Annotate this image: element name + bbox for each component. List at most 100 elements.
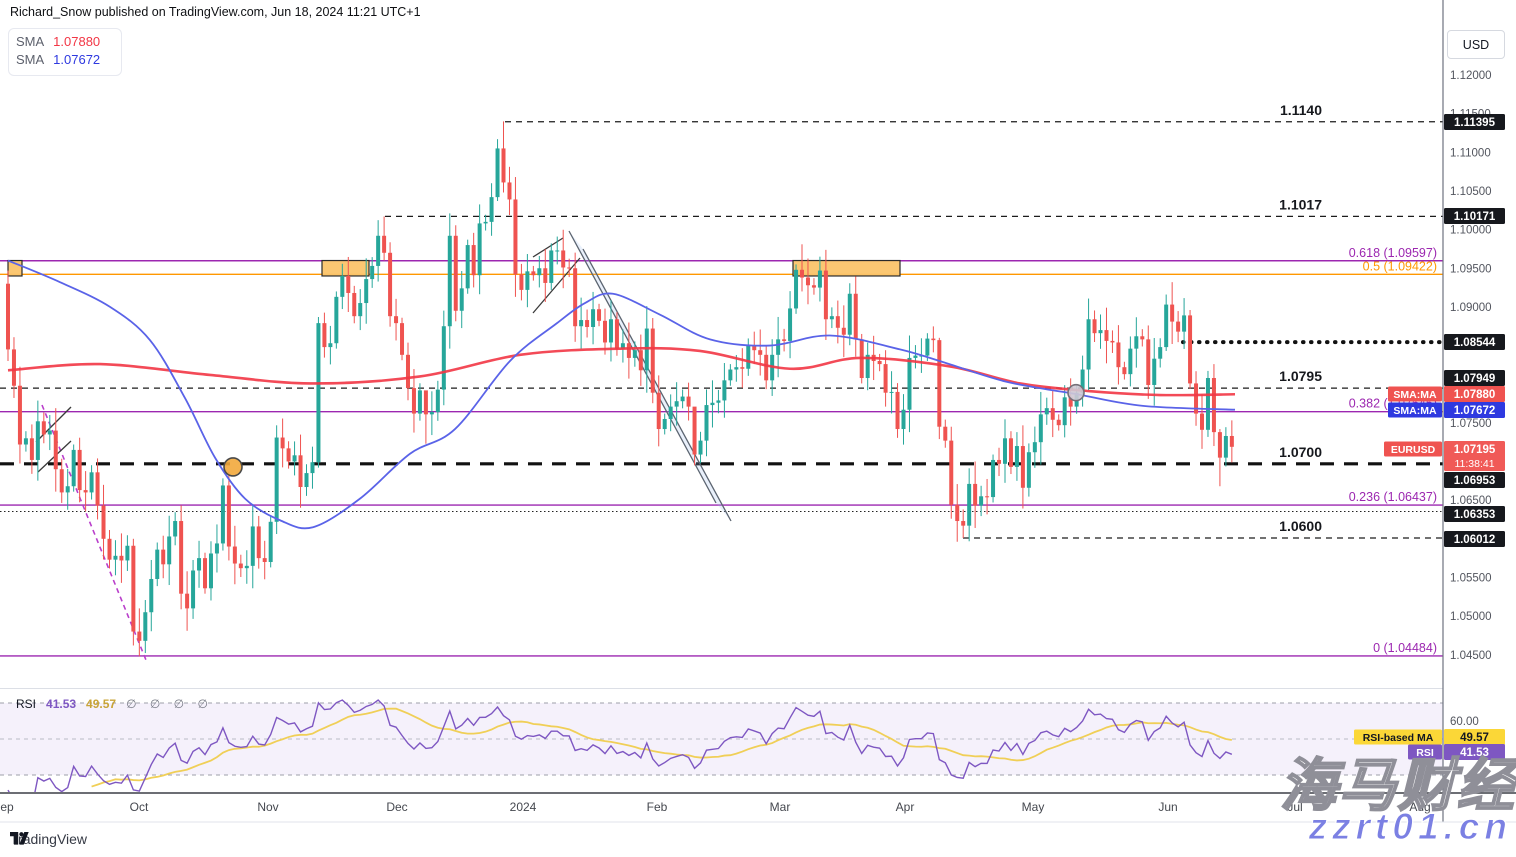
indicator-legend[interactable]: SMA 1.07880 SMA 1.07672 — [16, 33, 100, 69]
svg-text:1.07672: 1.07672 — [1454, 405, 1496, 417]
candle-body — [382, 235, 387, 253]
time-axis-label[interactable]: Sep — [0, 800, 14, 814]
svg-text:1.07949: 1.07949 — [1454, 373, 1496, 385]
time-axis-label[interactable]: 2024 — [510, 800, 537, 814]
candle-body — [865, 354, 870, 379]
candle-body — [203, 558, 208, 589]
candle-body — [531, 271, 536, 276]
candle-body — [71, 449, 76, 487]
candle-body — [800, 269, 805, 278]
currency-unit-button[interactable]: USD — [1447, 30, 1505, 59]
candle-body — [244, 565, 249, 569]
candle-body — [776, 339, 781, 355]
candle-body — [1026, 452, 1031, 488]
candle-body — [710, 402, 715, 406]
trendline — [41, 404, 147, 661]
level-label: 1.0600 — [1279, 518, 1322, 534]
candle-body — [65, 486, 70, 493]
time-axis-label[interactable]: Nov — [257, 800, 278, 814]
candle-body — [113, 555, 118, 560]
candle-body — [877, 361, 882, 365]
rsi-legend[interactable]: RSI 41.53 49.57 ∅ ∅ ∅ ∅ — [16, 697, 213, 711]
axis-badge: 1.06012 — [1444, 531, 1505, 547]
candle-body — [507, 182, 512, 200]
candle-body — [328, 343, 333, 348]
candle-body — [997, 459, 1002, 464]
svg-text:1.07195: 1.07195 — [1454, 444, 1496, 456]
supply-zone-box — [321, 259, 370, 277]
candle-body — [662, 418, 667, 430]
candle-body — [1008, 438, 1013, 467]
candle-body — [185, 593, 190, 609]
candle-body — [441, 326, 446, 390]
time-axis-label[interactable]: Feb — [647, 800, 668, 814]
sma-fast-line — [7, 259, 1236, 530]
candle-body — [674, 401, 679, 407]
svg-text:1.11395: 1.11395 — [1454, 117, 1496, 129]
time-axis-label[interactable]: May — [1022, 800, 1045, 814]
candle-body — [346, 275, 351, 293]
candle-body — [597, 309, 602, 321]
axis-chip: RSI-based MA — [1354, 729, 1442, 745]
candle-body — [1205, 378, 1210, 430]
axis-badge: 1.07880 — [1444, 386, 1505, 402]
candle-body — [107, 538, 112, 560]
time-axis-label[interactable]: Aug — [1409, 800, 1430, 814]
candle-body — [955, 504, 960, 522]
time-axis-label[interactable]: Dec — [386, 800, 407, 814]
candle-body — [1170, 304, 1175, 322]
candle-body — [680, 396, 685, 402]
candle-body — [1038, 414, 1043, 443]
candle-body — [1002, 438, 1007, 464]
axis-chip: EURUSD — [1384, 441, 1442, 457]
candle-body — [525, 271, 530, 290]
candle-body — [119, 555, 124, 561]
candle-body — [811, 285, 816, 288]
candle-body — [191, 570, 196, 609]
axis-badge: 41.53 — [1444, 744, 1505, 760]
candle-body — [334, 296, 339, 344]
candle-body — [41, 421, 46, 435]
candle-body — [208, 553, 213, 589]
candle-body — [11, 349, 16, 386]
candle-body — [591, 309, 596, 327]
candle-body — [1217, 432, 1222, 458]
candle-body — [973, 483, 978, 506]
candle-body — [883, 364, 888, 393]
sma-legend-row-2[interactable]: SMA 1.07672 — [16, 51, 100, 69]
time-axis-label[interactable]: Mar — [770, 800, 791, 814]
svg-text:1.06012: 1.06012 — [1454, 534, 1496, 546]
candle-body — [447, 235, 452, 327]
candle-body — [388, 252, 393, 317]
candle-body — [937, 340, 942, 427]
candle-body — [1134, 336, 1139, 349]
sma-legend-row-1[interactable]: SMA 1.07880 — [16, 33, 100, 51]
time-axis-label[interactable]: Oct — [130, 800, 149, 814]
candle-body — [322, 323, 327, 348]
tradingview-logo-icon — [10, 832, 29, 845]
axis-chip: SMA:MA — [1388, 386, 1442, 402]
candle-body — [961, 521, 966, 526]
candle-body — [405, 354, 410, 389]
fib-label: 0 (1.04484) — [1373, 641, 1437, 655]
candle-body — [47, 430, 52, 435]
candle-body — [1056, 419, 1061, 426]
footer-brand[interactable]: TradingView — [10, 831, 87, 847]
indicator-label: SMA — [16, 34, 45, 49]
candle-body — [1116, 342, 1121, 368]
fib-label: 0.236 (1.06437) — [1349, 490, 1437, 504]
time-axis-label[interactable]: Jul — [1287, 800, 1302, 814]
candle-body — [59, 469, 64, 493]
circle-marker — [223, 457, 243, 477]
candle-body — [632, 350, 637, 358]
time-axis-label[interactable]: Apr — [896, 800, 915, 814]
svg-text:SMA:MA: SMA:MA — [1393, 389, 1437, 401]
candle-body — [143, 612, 148, 641]
candle-body — [722, 380, 727, 401]
candle-body — [1223, 435, 1228, 458]
time-axis-label[interactable]: Jun — [1158, 800, 1177, 814]
candle-body — [352, 292, 357, 317]
candle-body — [23, 438, 28, 445]
svg-text:SMA:MA: SMA:MA — [1393, 405, 1437, 417]
